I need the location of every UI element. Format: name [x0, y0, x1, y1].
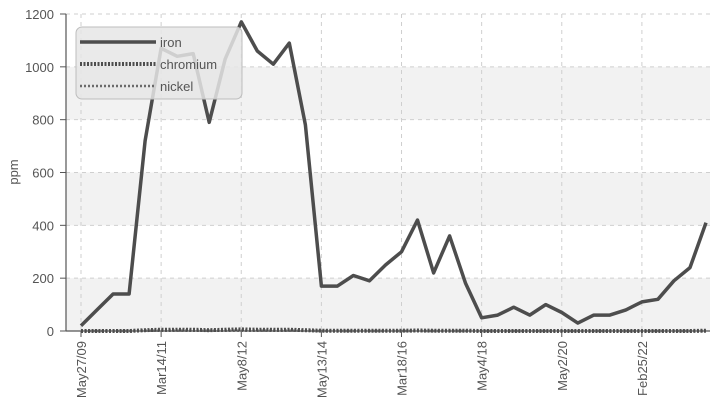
y-tick-label: 800: [32, 113, 54, 128]
y-tick-label: 0: [47, 324, 54, 339]
x-tick-label: May13/14: [314, 341, 329, 398]
x-tick-label: May2/20: [555, 341, 570, 391]
y-axis-ticks: 0 200 400 600 800 1000 1200: [25, 7, 66, 339]
series-line-chromium: [81, 327, 707, 333]
legend: iron chromium nickel: [75, 26, 243, 100]
y-axis-title: ppm: [6, 159, 21, 184]
plot-band: [66, 172, 710, 226]
y-tick-label: 200: [32, 271, 54, 286]
legend-label-chromium: chromium: [160, 57, 217, 72]
x-tick-label: Mar14/11: [154, 341, 169, 395]
x-tick-label: May4/18: [475, 341, 490, 391]
legend-box: [75, 26, 243, 100]
legend-label-iron: iron: [160, 35, 182, 50]
x-axis-ticks: May27/09 Mar14/11 May8/12 May13/14 Mar18/16 M…: [74, 331, 650, 398]
y-tick-label: 1000: [25, 60, 54, 75]
y-tick-label: 1200: [25, 7, 54, 22]
plot-bands: [66, 66, 710, 331]
legend-label-nickel: nickel: [160, 79, 193, 94]
x-tick-label: May27/09: [74, 341, 89, 398]
x-tick-label: May8/12: [234, 341, 249, 391]
plot-band: [66, 278, 710, 331]
x-tick-label: Mar18/16: [395, 341, 410, 396]
x-tick-label: Feb25/22: [635, 341, 650, 396]
y-tick-label: 400: [32, 218, 54, 233]
y-tick-label: 600: [32, 166, 54, 181]
